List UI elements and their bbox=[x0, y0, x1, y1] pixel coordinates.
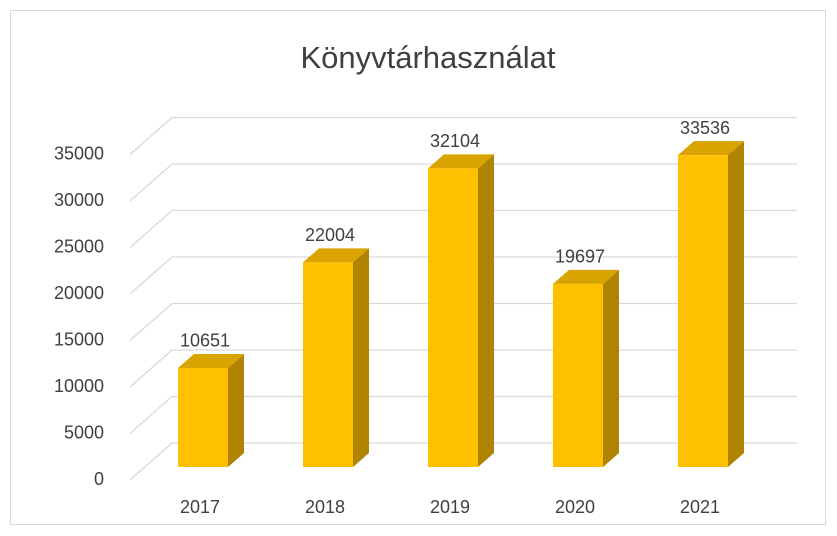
bar-front bbox=[178, 367, 228, 467]
y-tick-label: 35000 bbox=[54, 143, 104, 163]
bar bbox=[553, 269, 619, 467]
data-label: 22004 bbox=[305, 225, 355, 245]
bar bbox=[428, 154, 494, 467]
y-tick-label: 30000 bbox=[54, 190, 104, 210]
bar-side bbox=[228, 353, 244, 467]
x-tick-label: 2020 bbox=[555, 497, 595, 517]
bar-top bbox=[303, 248, 369, 263]
grid-line bbox=[129, 163, 797, 202]
x-tick-label: 2019 bbox=[430, 497, 470, 517]
bar bbox=[178, 353, 244, 467]
bar-side bbox=[728, 141, 744, 467]
y-tick-label: 15000 bbox=[54, 329, 104, 349]
y-tick-label: 5000 bbox=[64, 422, 104, 442]
chart-title: Könyvtárhasználat bbox=[300, 40, 555, 75]
bar-side bbox=[353, 248, 369, 467]
bar-side bbox=[478, 154, 494, 467]
data-label: 32104 bbox=[430, 131, 480, 151]
bar-front bbox=[428, 168, 478, 467]
bar-top bbox=[678, 141, 744, 156]
bar-front bbox=[553, 283, 603, 467]
data-label: 10651 bbox=[180, 331, 230, 351]
x-tick-label: 2018 bbox=[305, 497, 345, 517]
data-label: 19697 bbox=[555, 247, 605, 267]
x-tick-label: 2017 bbox=[180, 497, 220, 517]
grid-line bbox=[129, 256, 797, 295]
bar-top bbox=[428, 154, 494, 169]
bar bbox=[303, 248, 369, 467]
bar-front bbox=[678, 155, 728, 467]
bar-top bbox=[178, 353, 244, 368]
grid-line bbox=[129, 116, 797, 155]
bar-front bbox=[303, 262, 353, 467]
x-tick-label: 2021 bbox=[680, 497, 720, 517]
y-tick-label: 25000 bbox=[54, 236, 104, 256]
bar bbox=[678, 141, 744, 467]
y-tick-label: 20000 bbox=[54, 283, 104, 303]
grid-line bbox=[129, 209, 797, 248]
data-label: 33536 bbox=[680, 118, 730, 138]
bar-top bbox=[553, 269, 619, 284]
bar-side bbox=[603, 269, 619, 467]
y-tick-label: 0 bbox=[94, 469, 104, 489]
y-tick-label: 10000 bbox=[54, 376, 104, 396]
